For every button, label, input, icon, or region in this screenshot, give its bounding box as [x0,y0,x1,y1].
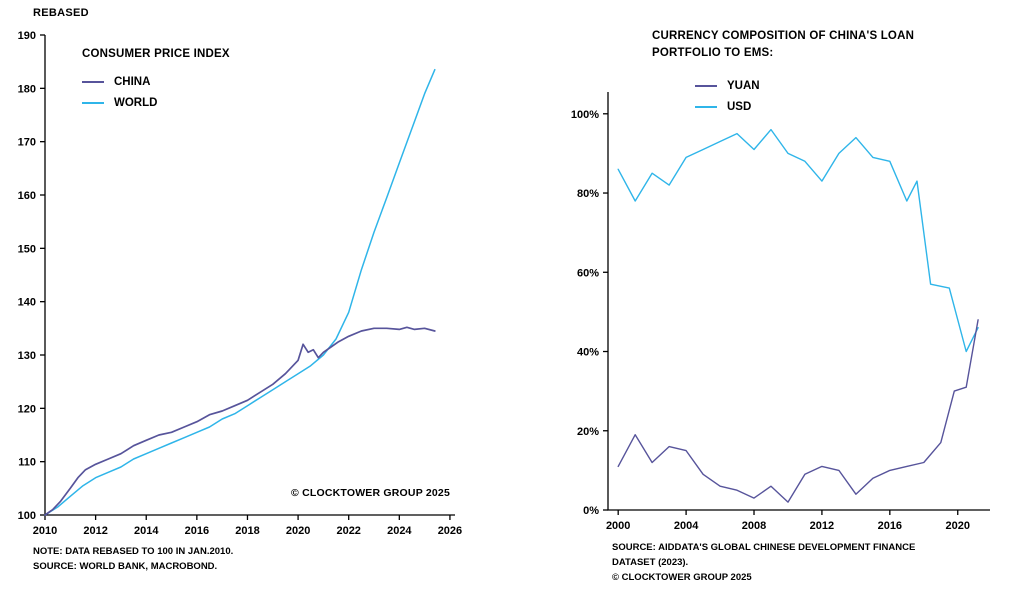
svg-text:180: 180 [18,83,36,95]
cpi-note-source: SOURCE: WORLD BANK, MACROBOND. [33,561,218,572]
legend-item-world: WORLD [82,97,157,109]
svg-text:2018: 2018 [235,525,259,537]
china-line-swatch [82,80,104,84]
svg-text:120: 120 [18,403,36,415]
loan-currency-chart: 0% 20% 40% 60% 80% 100% 2000 2004 2008 2012 2016 20… [512,0,1024,598]
legend-label-usd: USD [727,101,752,113]
svg-text:2010: 2010 [33,525,57,537]
svg-text:170: 170 [18,137,36,149]
legend-item-china: CHINA [82,76,157,88]
legend-item-usd: USD [695,101,760,113]
copyright-watermark: © CLOCKTOWER GROUP 2025 [291,487,450,499]
svg-text:110: 110 [18,457,36,469]
svg-text:160: 160 [18,190,36,202]
svg-text:40%: 40% [577,347,599,359]
cpi-note-rebased: NOTE: DATA REBASED TO 100 IN JAN.2010. [33,546,234,557]
svg-text:2012: 2012 [83,525,107,537]
svg-text:2026: 2026 [438,525,462,537]
svg-text:0%: 0% [583,505,599,517]
svg-text:2012: 2012 [810,520,834,532]
svg-text:20%: 20% [577,426,599,438]
svg-text:2000: 2000 [606,520,630,532]
y-axis-unit-label: REBASED [33,7,89,19]
svg-text:60%: 60% [577,267,599,279]
yuan-line-swatch [695,84,717,88]
legend-label-world: WORLD [114,97,158,109]
svg-text:2004: 2004 [674,520,699,532]
legend-item-yuan: YUAN [695,80,760,92]
world-line-swatch [82,101,104,105]
cpi-notes: NOTE: DATA REBASED TO 100 IN JAN.2010. S… [33,544,453,574]
loan-currency-plot-svg: 0% 20% 40% 60% 80% 100% 2000 2004 2008 2012 2016 20… [571,92,990,532]
cpi-chart: 100 110 120 130 140 150 160 170 180 190 2010 2012 20… [18,7,463,574]
svg-text:2020: 2020 [946,520,970,532]
svg-text:2008: 2008 [742,520,766,532]
chart-title-loan-currency: CURRENCY COMPOSITION OF CHINA'S LOAN POR… [652,30,915,59]
svg-text:2014: 2014 [134,525,159,537]
svg-text:2020: 2020 [286,525,310,537]
loan-note-copyright: © CLOCKTOWER GROUP 2025 [612,572,752,583]
legend-label-yuan: YUAN [727,80,760,92]
svg-text:100: 100 [18,510,36,522]
chart-title-cpi: CONSUMER PRICE INDEX [82,48,230,60]
svg-text:140: 140 [18,297,36,309]
svg-text:2016: 2016 [185,525,209,537]
svg-text:150: 150 [18,243,36,255]
svg-text:2024: 2024 [387,525,412,537]
svg-text:2016: 2016 [878,520,902,532]
svg-text:80%: 80% [577,188,599,200]
legend-label-china: CHINA [114,76,151,88]
svg-text:130: 130 [18,350,36,362]
svg-text:2022: 2022 [336,525,360,537]
svg-text:190: 190 [18,30,36,42]
svg-text:100%: 100% [571,109,599,121]
loan-note-source: SOURCE: AIDDATA'S GLOBAL CHINESE DEVELOP… [612,542,916,568]
loan-currency-notes: SOURCE: AIDDATA'S GLOBAL CHINESE DEVELOP… [612,540,924,585]
cpi-legend: CHINA WORLD [82,76,157,109]
loan-currency-legend: YUAN USD [695,80,760,113]
usd-line-swatch [695,105,717,109]
cpi-plot-svg: 100 110 120 130 140 150 160 170 180 190 2010 2012 20… [18,30,463,537]
